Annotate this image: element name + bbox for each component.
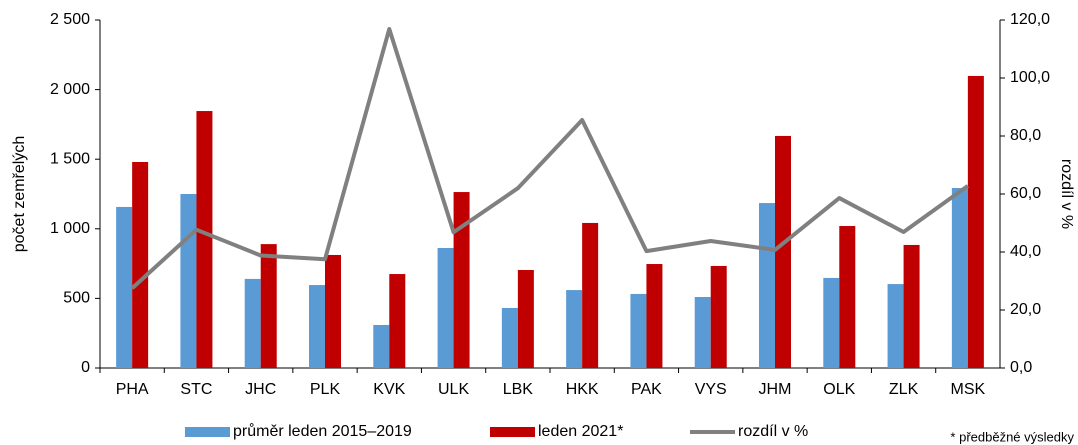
x-tick-label: OLK (823, 381, 855, 398)
legend-swatch (185, 427, 230, 437)
y2-tick-label: 60,0 (1010, 185, 1041, 202)
bar (244, 278, 261, 368)
y2-axis-label: rozdíl v % (1058, 159, 1075, 229)
y-tick-label: 0 (81, 359, 90, 376)
bar (325, 254, 341, 368)
y2-tick-label: 20,0 (1010, 301, 1041, 318)
x-tick-label: MSK (951, 381, 986, 398)
x-tick-label: KVK (373, 381, 405, 398)
bar (839, 226, 856, 368)
legend-label: rozdíl v % (738, 423, 808, 440)
y-tick-label: 500 (63, 290, 90, 307)
bar (951, 188, 968, 368)
x-tick-label: PAK (631, 381, 662, 398)
x-tick-label: PLK (310, 381, 341, 398)
y2-tick-label: 120,0 (1010, 11, 1050, 28)
y-tick-label: 1 500 (50, 150, 90, 167)
bar (116, 206, 133, 368)
bar (260, 244, 277, 368)
legend-label: leden 2021* (538, 423, 623, 440)
bar (389, 274, 406, 368)
bar (566, 290, 583, 368)
bar (437, 248, 454, 368)
bar (887, 284, 904, 368)
y2-tick-label: 80,0 (1010, 127, 1041, 144)
y2-tick-label: 100,0 (1010, 69, 1050, 86)
y-axis-label: počet zemřelých (11, 136, 28, 253)
x-tick-label: PHA (116, 381, 149, 398)
y-tick-label: 2 000 (50, 81, 90, 98)
bar (132, 161, 149, 368)
bar (759, 203, 775, 368)
x-tick-label: VYS (695, 381, 727, 398)
bar (453, 192, 470, 368)
x-tick-label: JHM (759, 381, 792, 398)
y2-tick-label: 40,0 (1010, 243, 1041, 260)
x-tick-label: ULK (438, 381, 469, 398)
bar (501, 308, 518, 368)
bar (196, 111, 213, 368)
bar (180, 194, 197, 368)
bar (373, 324, 390, 368)
x-tick-label: STC (180, 381, 212, 398)
y2-tick-label: 0,0 (1010, 359, 1032, 376)
bar (710, 265, 727, 368)
bar (582, 222, 599, 368)
bar (517, 270, 534, 368)
footnote: * předběžné výsledky (950, 429, 1074, 444)
bar (823, 277, 840, 368)
y-tick-label: 2 500 (50, 11, 90, 28)
bar (903, 244, 920, 368)
bar (967, 75, 984, 368)
bar (630, 293, 647, 368)
legend-label: průměr leden 2015–2019 (233, 422, 412, 440)
y-tick-label: 1 000 (50, 220, 90, 237)
bar (646, 264, 663, 368)
line (130, 26, 970, 290)
legend-swatch (490, 427, 535, 437)
x-tick-label: ZLK (889, 381, 919, 398)
bar (309, 285, 325, 368)
bar (694, 297, 711, 368)
x-tick-label: JHC (245, 381, 276, 398)
bar (775, 135, 791, 368)
x-tick-label: LBK (503, 381, 534, 398)
x-tick-label: HKK (566, 381, 599, 398)
